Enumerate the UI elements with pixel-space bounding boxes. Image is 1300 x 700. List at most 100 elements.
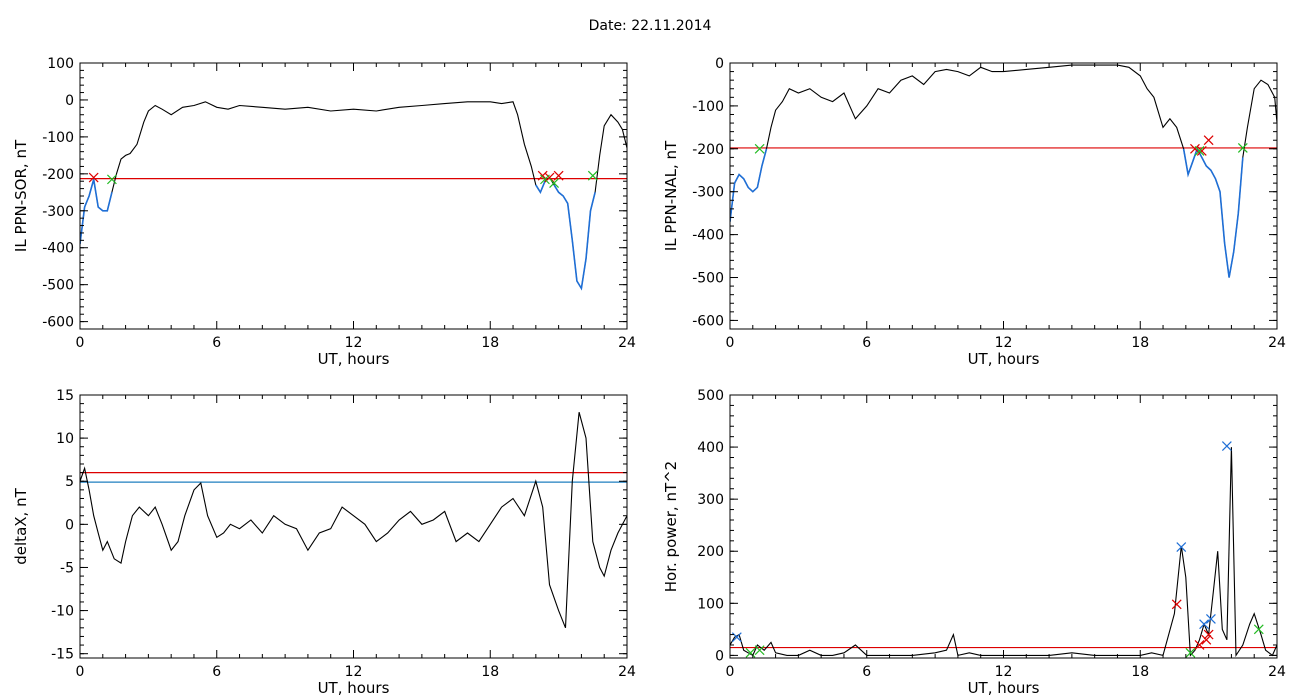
y-tick-label: 0 bbox=[65, 517, 74, 533]
series-line bbox=[80, 412, 627, 629]
series-line bbox=[80, 101, 627, 290]
x-tick-label: 0 bbox=[76, 664, 85, 680]
y-tick-label: 100 bbox=[697, 596, 724, 612]
marker-green bbox=[587, 170, 598, 181]
marker-red bbox=[1171, 599, 1182, 610]
date-title: Date: 22.11.2014 bbox=[0, 18, 1300, 34]
chart-panel-deltax: 0 6 12 18 24 15 10 5 0 -5 -10 -15 UT, hours deltaX, n… bbox=[12, 388, 636, 697]
series-line bbox=[730, 64, 1277, 278]
y-tick-label: 500 bbox=[697, 388, 724, 404]
marker-red bbox=[1190, 143, 1200, 154]
y-tick-label: -300 bbox=[692, 185, 724, 201]
x-tick-label: 12 bbox=[345, 335, 363, 351]
x-tick-label: 12 bbox=[995, 664, 1013, 680]
marker-blue bbox=[1199, 619, 1209, 630]
marker-green bbox=[754, 645, 765, 656]
x-tick-label: 12 bbox=[345, 664, 363, 680]
y-tick-label: -300 bbox=[42, 204, 74, 220]
y-axis-title: deltaX, nT bbox=[12, 487, 30, 564]
y-tick-label: 0 bbox=[715, 56, 724, 72]
y-tick-label: 15 bbox=[56, 388, 74, 404]
x-tick-label: 6 bbox=[862, 335, 871, 351]
y-tick-label: 300 bbox=[697, 492, 724, 508]
x-axis-title: UT, hours bbox=[318, 350, 390, 368]
marker-blue bbox=[731, 632, 742, 643]
x-tick-label: 24 bbox=[1268, 335, 1286, 351]
x-tick-label: 12 bbox=[995, 335, 1013, 351]
chart-panel-il-sor: 0 6 12 18 24 100 0 -100 -200 -300 -400 -500 -600 UT, … bbox=[12, 56, 636, 368]
series-highlight bbox=[535, 180, 546, 195]
y-tick-label: -15 bbox=[51, 647, 74, 663]
x-tick-label: 6 bbox=[862, 664, 871, 680]
x-tick-label: 24 bbox=[618, 335, 636, 351]
y-tick-label: -400 bbox=[42, 241, 74, 257]
x-axis-title: UT, hours bbox=[318, 679, 390, 697]
x-tick-label: 18 bbox=[1131, 335, 1149, 351]
marker-red bbox=[1196, 146, 1207, 156]
chart-panel-il-nal: 0 6 12 18 24 0 -100 -200 -300 -400 -500 -600 UT, hou… bbox=[662, 56, 1286, 368]
x-tick-label: 0 bbox=[726, 335, 735, 351]
y-axis-title: IL PPN-SOR, nT bbox=[12, 139, 30, 252]
y-tick-label: 100 bbox=[47, 56, 74, 72]
y-tick-label: -100 bbox=[692, 99, 724, 115]
series-line bbox=[730, 447, 1277, 658]
x-tick-label: 0 bbox=[726, 664, 735, 680]
x-tick-label: 18 bbox=[481, 335, 499, 351]
y-axis-title: IL PPN-NAL, nT bbox=[662, 140, 680, 251]
marker-red bbox=[1201, 634, 1212, 645]
x-axis-title: UT, hours bbox=[968, 350, 1040, 368]
x-tick-label: 24 bbox=[618, 664, 636, 680]
plot-frame bbox=[729, 62, 1278, 330]
marker-red bbox=[537, 170, 548, 181]
marker-green bbox=[1194, 146, 1205, 156]
y-tick-label: 200 bbox=[697, 544, 724, 560]
y-tick-label: -10 bbox=[51, 604, 74, 620]
y-tick-label: -200 bbox=[692, 142, 724, 158]
plot-frame bbox=[729, 394, 1278, 659]
y-tick-label: -5 bbox=[60, 560, 74, 576]
series-highlight bbox=[1182, 146, 1244, 278]
x-tick-label: 6 bbox=[212, 664, 221, 680]
y-tick-label: 10 bbox=[56, 431, 74, 447]
marker-green bbox=[745, 647, 756, 658]
marker-blue bbox=[1176, 542, 1187, 552]
y-tick-label: -400 bbox=[692, 228, 724, 244]
x-tick-label: 18 bbox=[481, 664, 499, 680]
marker-green bbox=[106, 174, 117, 185]
marker-red bbox=[553, 170, 564, 181]
marker-green bbox=[1253, 624, 1264, 635]
y-tick-label: -200 bbox=[42, 167, 74, 183]
x-tick-label: 6 bbox=[212, 335, 221, 351]
marker-green bbox=[754, 143, 765, 154]
x-tick-label: 0 bbox=[76, 335, 85, 351]
y-tick-label: -600 bbox=[42, 315, 74, 331]
marker-blue bbox=[1205, 614, 1216, 624]
y-tick-label: -500 bbox=[692, 271, 724, 287]
marker-green bbox=[1185, 647, 1196, 658]
x-tick-label: 24 bbox=[1268, 664, 1286, 680]
y-tick-label: -100 bbox=[42, 130, 74, 146]
y-tick-label: 0 bbox=[65, 93, 74, 109]
marker-green bbox=[549, 178, 559, 188]
marker-blue bbox=[1221, 441, 1232, 451]
chart-panel-hor-power: 0 6 12 18 24 500 400 300 200 100 0 UT, hours Hor. po… bbox=[662, 388, 1286, 697]
x-tick-label: 18 bbox=[1131, 664, 1149, 680]
series-highlight bbox=[553, 184, 596, 291]
marker-green bbox=[1237, 143, 1248, 153]
date-label: Date: bbox=[588, 18, 627, 34]
y-tick-label: 400 bbox=[697, 440, 724, 456]
marker-green bbox=[540, 174, 550, 185]
series-highlight bbox=[730, 148, 768, 222]
y-tick-label: 0 bbox=[715, 648, 724, 664]
marker-red bbox=[88, 172, 99, 183]
x-axis-title: UT, hours bbox=[968, 679, 1040, 697]
marker-red bbox=[1194, 640, 1205, 650]
plot-frame bbox=[79, 62, 628, 330]
marker-red bbox=[1203, 135, 1214, 146]
marker-red bbox=[1203, 629, 1214, 640]
y-axis-title: Hor. power, nT^2 bbox=[662, 461, 680, 592]
y-tick-label: -600 bbox=[692, 313, 724, 329]
date-value: 22.11.2014 bbox=[631, 18, 712, 34]
series-highlight bbox=[80, 179, 113, 245]
